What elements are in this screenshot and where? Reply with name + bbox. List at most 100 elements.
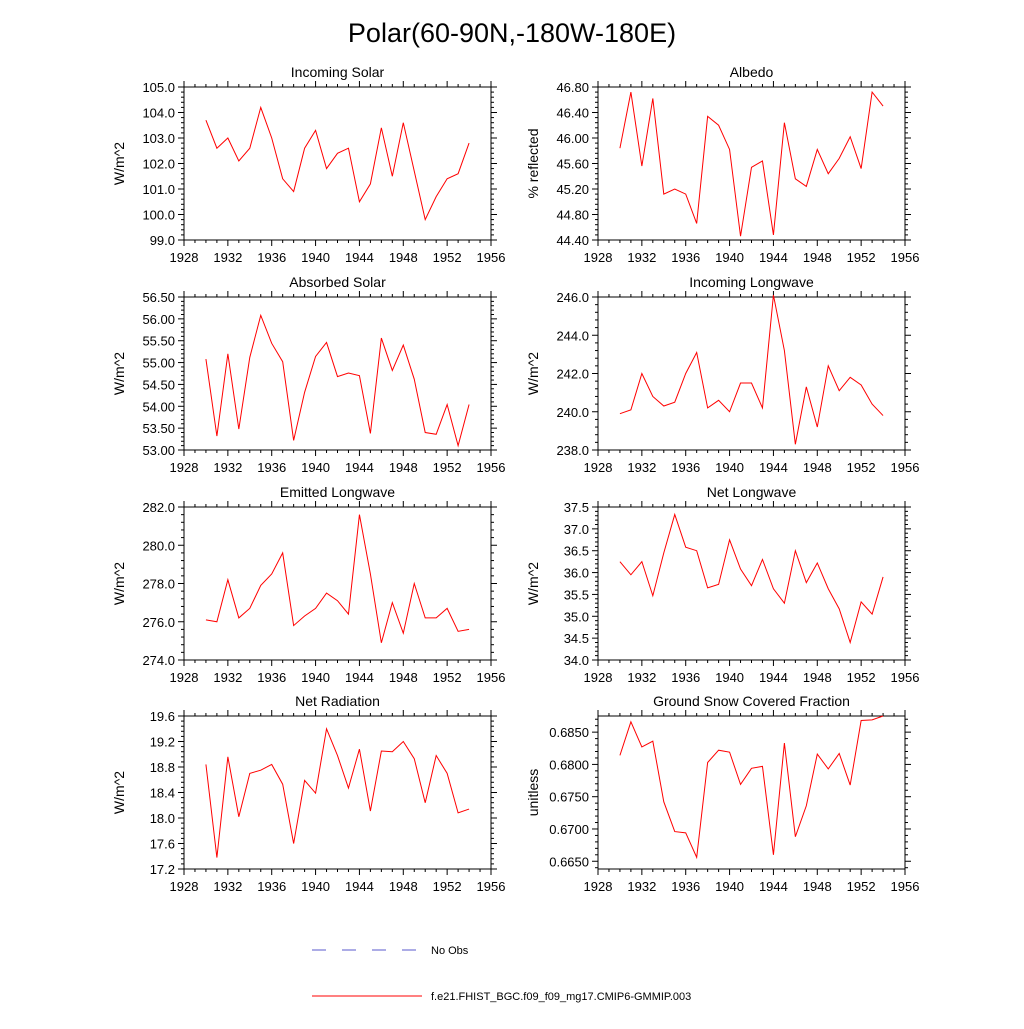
panel-4: Incoming Longwave W/m^2 1928 1932 1936 1940 19… bbox=[525, 274, 919, 475]
panel-title: Incoming Solar bbox=[291, 64, 385, 80]
series-line bbox=[205, 105, 470, 222]
plot-frame bbox=[183, 506, 492, 661]
panel-title: Net Radiation bbox=[295, 693, 380, 709]
x-tick-label: 1932 bbox=[213, 460, 242, 475]
x-tick-label: 1956 bbox=[477, 879, 506, 894]
x-tick-label: 1936 bbox=[671, 250, 700, 265]
x-tick-label: 1932 bbox=[213, 879, 242, 894]
figure-title: Polar(60-90N,-180W-180E) bbox=[348, 18, 676, 48]
series-line bbox=[619, 715, 884, 860]
panel-title: Absorbed Solar bbox=[289, 274, 386, 290]
x-tick-label: 1936 bbox=[671, 879, 700, 894]
x-tick-label: 1928 bbox=[170, 670, 199, 685]
panel-8: Ground Snow Covered Fraction unitless 1928… bbox=[525, 693, 919, 894]
y-tick-label: 103.0 bbox=[142, 131, 175, 146]
panel-5: Emitted Longwave W/m^2 1928 1932 1936 1940 194… bbox=[111, 484, 505, 685]
y-tick-label: 0.6800 bbox=[549, 757, 589, 772]
x-tick-label: 1952 bbox=[433, 250, 462, 265]
panel-1: Incoming Solar W/m^2 1928 1932 1936 1940 1944 1… bbox=[111, 64, 505, 265]
y-tick-label: 53.00 bbox=[142, 443, 175, 458]
x-tick-label: 1944 bbox=[345, 250, 374, 265]
y-tick-label: 18.0 bbox=[150, 811, 175, 826]
y-axis-label: % reflected bbox=[525, 128, 541, 198]
y-axis-label: W/m^2 bbox=[525, 562, 541, 605]
panel-title: Albedo bbox=[730, 64, 774, 80]
y-tick-label: 240.0 bbox=[556, 405, 589, 420]
y-tick-label: 280.0 bbox=[142, 538, 175, 553]
y-tick-label: 105.0 bbox=[142, 80, 175, 95]
x-tick-label: 1948 bbox=[389, 250, 418, 265]
x-tick-label: 1948 bbox=[389, 670, 418, 685]
y-tick-label: 45.20 bbox=[556, 182, 589, 197]
y-tick-label: 246.0 bbox=[556, 290, 589, 305]
panel-7: Net Radiation W/m^2 1928 1932 1936 1940 1944 19… bbox=[111, 693, 505, 894]
y-tick-label: 244.0 bbox=[556, 328, 589, 343]
panel-title: Net Longwave bbox=[707, 484, 797, 500]
y-tick-label: 102.0 bbox=[142, 157, 175, 172]
y-tick-label: 46.00 bbox=[556, 131, 589, 146]
x-tick-label: 1936 bbox=[671, 460, 700, 475]
plot-frame bbox=[597, 506, 906, 661]
y-tick-label: 282.0 bbox=[142, 500, 175, 515]
x-tick-label: 1928 bbox=[584, 250, 613, 265]
x-tick-label: 1956 bbox=[891, 250, 920, 265]
y-tick-label: 34.5 bbox=[564, 631, 589, 646]
y-tick-label: 54.00 bbox=[142, 399, 175, 414]
x-tick-label: 1936 bbox=[257, 460, 286, 475]
x-tick-label: 1944 bbox=[759, 250, 788, 265]
x-tick-label: 1956 bbox=[477, 250, 506, 265]
y-tick-label: 19.6 bbox=[150, 709, 175, 724]
x-tick-label: 1956 bbox=[891, 460, 920, 475]
y-tick-label: 46.40 bbox=[556, 106, 589, 121]
x-tick-label: 1952 bbox=[847, 670, 876, 685]
y-tick-label: 35.0 bbox=[564, 609, 589, 624]
x-tick-label: 1952 bbox=[433, 460, 462, 475]
x-tick-label: 1932 bbox=[627, 250, 656, 265]
series-line bbox=[619, 90, 884, 237]
y-axis-label: W/m^2 bbox=[111, 771, 127, 814]
x-tick-label: 1932 bbox=[213, 670, 242, 685]
x-tick-label: 1940 bbox=[715, 670, 744, 685]
y-tick-label: 104.0 bbox=[142, 106, 175, 121]
y-tick-label: 35.5 bbox=[564, 587, 589, 602]
x-tick-label: 1948 bbox=[803, 250, 832, 265]
plot-frame bbox=[183, 86, 492, 241]
x-tick-label: 1940 bbox=[301, 460, 330, 475]
y-tick-label: 56.50 bbox=[142, 290, 175, 305]
plot-frame bbox=[597, 296, 906, 451]
x-tick-label: 1944 bbox=[759, 879, 788, 894]
y-tick-label: 37.5 bbox=[564, 500, 589, 515]
y-tick-label: 18.8 bbox=[150, 760, 175, 775]
x-tick-label: 1940 bbox=[301, 670, 330, 685]
x-tick-label: 1956 bbox=[891, 879, 920, 894]
y-tick-label: 274.0 bbox=[142, 653, 175, 668]
x-tick-label: 1940 bbox=[301, 250, 330, 265]
x-tick-label: 1952 bbox=[847, 460, 876, 475]
y-axis-label: W/m^2 bbox=[525, 352, 541, 395]
x-tick-label: 1936 bbox=[671, 670, 700, 685]
x-tick-label: 1956 bbox=[891, 670, 920, 685]
x-tick-label: 1928 bbox=[170, 460, 199, 475]
x-tick-label: 1928 bbox=[584, 879, 613, 894]
y-tick-label: 44.80 bbox=[556, 208, 589, 223]
x-tick-label: 1928 bbox=[584, 670, 613, 685]
x-tick-label: 1928 bbox=[170, 250, 199, 265]
y-tick-label: 55.50 bbox=[142, 334, 175, 349]
series-line bbox=[205, 313, 470, 448]
x-tick-label: 1928 bbox=[584, 460, 613, 475]
x-tick-label: 1948 bbox=[803, 879, 832, 894]
y-tick-label: 55.00 bbox=[142, 356, 175, 371]
legend-label-model: f.e21.FHIST_BGC.f09_f09_mg17.CMIP6-GMMIP… bbox=[431, 991, 691, 1003]
y-tick-label: 276.0 bbox=[142, 615, 175, 630]
y-axis-label: unitless bbox=[525, 769, 541, 816]
y-tick-label: 46.80 bbox=[556, 80, 589, 95]
y-tick-label: 18.4 bbox=[150, 786, 175, 801]
y-tick-label: 34.0 bbox=[564, 653, 589, 668]
y-tick-label: 45.60 bbox=[556, 157, 589, 172]
x-tick-label: 1948 bbox=[389, 460, 418, 475]
x-tick-label: 1944 bbox=[759, 670, 788, 685]
x-tick-label: 1952 bbox=[847, 250, 876, 265]
x-tick-label: 1932 bbox=[627, 670, 656, 685]
panel-3: Absorbed Solar W/m^2 1928 1932 1936 1940 1944 1… bbox=[111, 274, 505, 475]
y-tick-label: 53.50 bbox=[142, 421, 175, 436]
